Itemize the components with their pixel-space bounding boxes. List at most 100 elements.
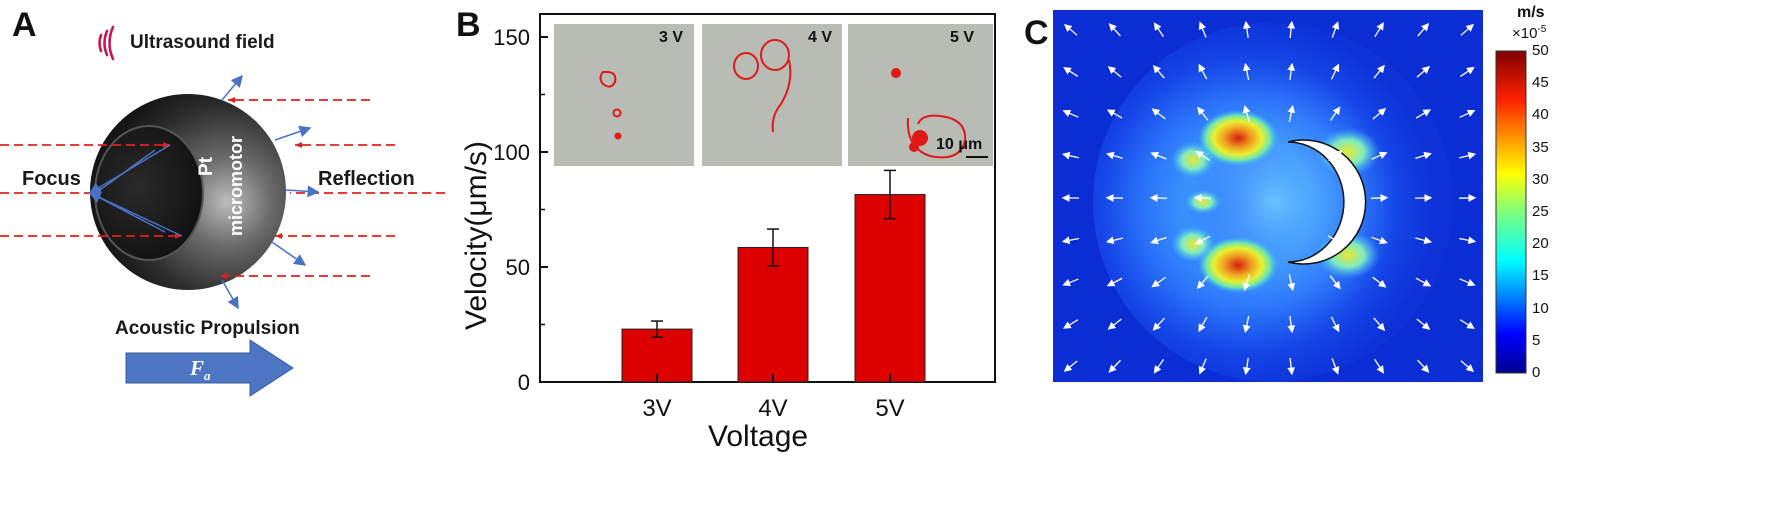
velocity-vector — [1327, 235, 1343, 245]
velocity-vector — [1196, 275, 1209, 289]
bar-4V — [737, 246, 809, 383]
velocity-vector — [1198, 21, 1207, 38]
velocity-vector — [1108, 359, 1122, 373]
hotspot-center-left — [1185, 190, 1221, 214]
panel-c-letter: C — [1024, 14, 1049, 52]
colorbar-tick-45: 45 — [1532, 74, 1549, 92]
velocity-vector — [1329, 106, 1341, 121]
focus-label: Focus — [22, 168, 81, 190]
velocity-vector — [1459, 151, 1477, 160]
velocity-vector — [1061, 236, 1079, 245]
velocity-vector — [1242, 274, 1251, 291]
velocity-vector — [1063, 23, 1078, 36]
bar-5V — [854, 194, 926, 383]
y-tick-label-0: 0 — [518, 370, 530, 395]
velocity-vector — [1287, 20, 1296, 39]
velocity-vector — [1287, 274, 1296, 292]
ultrasound-field-label: Ultrasound field — [130, 32, 275, 53]
velocity-vector — [1107, 318, 1122, 330]
velocity-vector — [1374, 22, 1384, 38]
velocity-vector — [1331, 358, 1340, 375]
velocity-vector — [1287, 315, 1296, 334]
velocity-vector — [1372, 108, 1387, 120]
velocity-vector — [1371, 151, 1388, 160]
velocity-vector — [1195, 150, 1211, 161]
colorbar-tick-0: 0 — [1532, 364, 1541, 381]
velocity-vector — [1287, 104, 1296, 122]
velocity-vector — [1415, 109, 1432, 119]
velocity-vector — [1152, 317, 1165, 331]
velocity-vector — [1330, 63, 1340, 80]
velocity-vector — [1415, 277, 1432, 287]
velocity-vector — [1105, 236, 1123, 245]
velocity-vector — [1106, 277, 1123, 287]
ultrasound-wave-icon — [98, 25, 115, 61]
colorbar-tick-30: 30 — [1532, 170, 1549, 188]
panel-a-diagram — [0, 25, 445, 397]
colorbar-tick-35: 35 — [1532, 138, 1549, 156]
micromotor-label-text: micromotor — [226, 135, 246, 236]
velocity-vector — [1415, 236, 1433, 245]
x-tick-label-3V: 3V — [642, 395, 671, 422]
micromotor-opening — [94, 125, 204, 261]
colorbar-gradient — [1495, 50, 1527, 374]
inset-3v-trajectory — [599, 71, 622, 140]
velocity-vector — [1106, 109, 1123, 119]
colorbar-multiplier: ×10-5 — [1512, 24, 1546, 42]
colorbar-tick-15: 15 — [1532, 267, 1549, 285]
colorbar-tick-50: 50 — [1532, 42, 1549, 59]
velocity-vector — [1063, 360, 1078, 372]
velocity-vector — [1459, 319, 1475, 329]
y-tick-label-100: 100 — [493, 140, 530, 165]
velocity-vector — [1151, 276, 1166, 288]
velocity-vector — [1063, 319, 1079, 329]
velocity-vector — [1242, 316, 1251, 334]
velocity-vector — [1459, 66, 1475, 77]
force-label: Fa — [190, 356, 211, 384]
velocity-field-plot — [1053, 10, 1483, 382]
velocity-vector — [1152, 65, 1165, 79]
focus-rays — [99, 149, 166, 233]
velocity-vector — [1372, 276, 1387, 288]
x-tick-label-5V: 5V — [875, 395, 904, 422]
panel-b-letter: B — [456, 6, 481, 44]
colorbar-tick-25: 25 — [1532, 203, 1549, 220]
velocity-vector — [1198, 63, 1208, 80]
incoming-wave-lines — [0, 99, 445, 277]
velocity-vector — [1153, 359, 1165, 374]
force-arrow — [125, 339, 294, 397]
y-tick-label-150: 150 — [493, 25, 530, 50]
velocity-vector — [1460, 23, 1474, 36]
colorbar-tick-20: 20 — [1532, 235, 1549, 253]
velocity-vector — [1194, 235, 1211, 245]
micromotor-label-pt: Pt — [196, 157, 217, 176]
velocity-vector — [1329, 275, 1341, 290]
inset-4v-label: 4 V — [808, 29, 833, 46]
velocity-vector — [1416, 318, 1431, 330]
crescent-micromotor — [1287, 139, 1367, 265]
velocity-vector — [1287, 357, 1296, 376]
y-axis-group: 0 50 100 150 — [493, 25, 548, 395]
hotspot-left-1 — [1171, 142, 1215, 178]
velocity-vector — [1153, 22, 1164, 38]
velocity-vector — [1328, 150, 1343, 162]
velocity-vector — [1150, 151, 1167, 160]
scale-bar-label: 10 μm — [936, 136, 983, 153]
velocity-vector — [1193, 194, 1212, 202]
velocity-vector — [1150, 236, 1167, 245]
velocity-vector — [1242, 20, 1251, 39]
force-label-main: F — [190, 356, 205, 380]
velocity-vector — [1417, 22, 1430, 37]
velocity-vector — [1108, 23, 1121, 37]
velocity-vector — [1287, 62, 1296, 81]
velocity-vectors — [1061, 20, 1477, 376]
inset-5v-label: 5 V — [950, 29, 975, 46]
velocity-vector — [1062, 109, 1079, 118]
velocity-vector — [1416, 65, 1431, 78]
velocity-vector — [1242, 105, 1251, 122]
velocity-vector — [1331, 21, 1340, 38]
colorbar — [1495, 50, 1527, 374]
velocity-vector — [1459, 236, 1477, 245]
colorbar-multiplier-base: ×10 — [1512, 25, 1538, 42]
inset-4v-trajectory — [733, 39, 792, 133]
